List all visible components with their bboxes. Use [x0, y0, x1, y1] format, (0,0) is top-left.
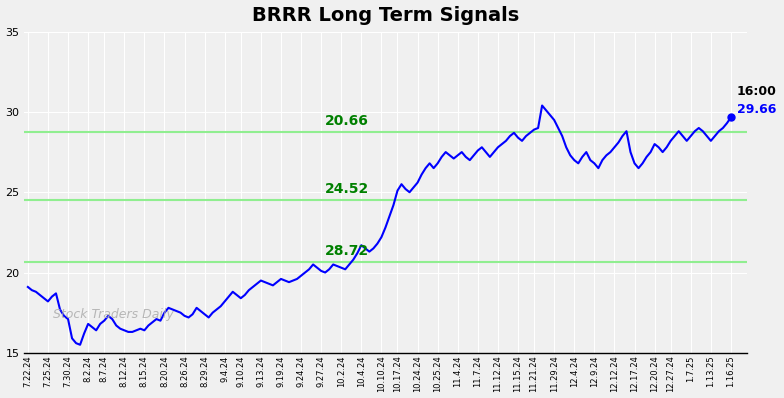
Text: 29.66: 29.66: [737, 103, 776, 116]
Text: 16:00: 16:00: [737, 85, 777, 98]
Text: 20.66: 20.66: [325, 115, 368, 129]
Text: 28.72: 28.72: [325, 244, 369, 258]
Text: 24.52: 24.52: [325, 182, 369, 196]
Title: BRRR Long Term Signals: BRRR Long Term Signals: [252, 6, 519, 25]
Text: Stock Traders Daily: Stock Traders Daily: [53, 308, 173, 321]
